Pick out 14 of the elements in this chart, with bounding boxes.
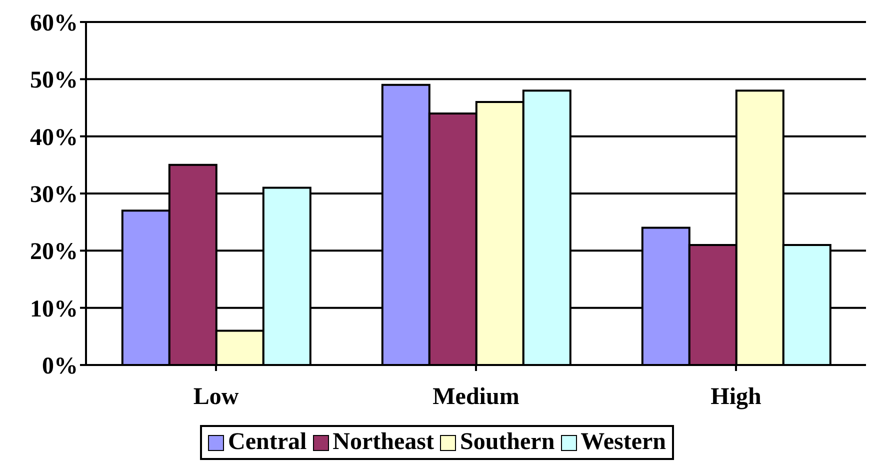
y-tick-label: 60% (30, 10, 78, 37)
y-tick-label: 50% (30, 68, 78, 94)
legend-label: Southern (460, 429, 555, 456)
x-tick-label: Medium (432, 384, 520, 410)
y-tick-label: 10% (30, 296, 78, 322)
x-tick-label: Low (193, 384, 240, 410)
y-tick-label: 0% (42, 354, 78, 380)
y-tick-label: 40% (30, 124, 78, 151)
legend-label: Central (228, 429, 307, 456)
x-tick-label: High (710, 384, 762, 410)
y-tick-label: 20% (30, 239, 78, 266)
y-tick-label: 30% (30, 182, 78, 208)
legend-label: Northeast (332, 429, 434, 456)
legend-label: Western (580, 429, 666, 456)
